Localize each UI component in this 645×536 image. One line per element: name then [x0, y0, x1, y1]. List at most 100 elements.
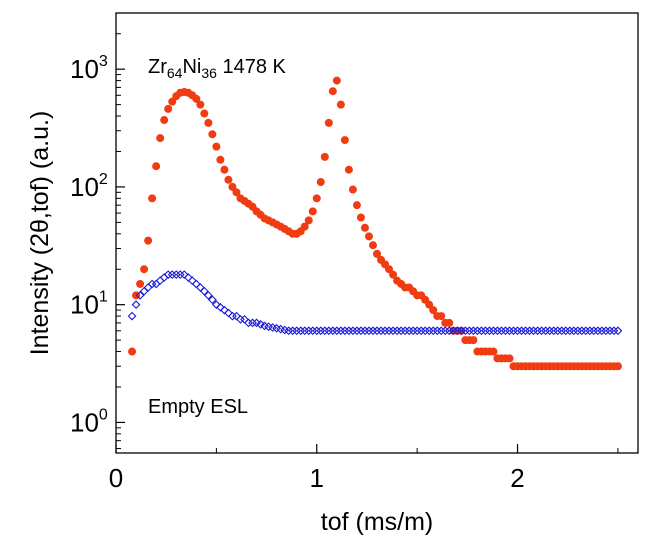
sample-temp: 1478 K	[217, 56, 287, 78]
data-point	[424, 326, 434, 336]
data-point	[384, 326, 394, 336]
data-point	[501, 326, 510, 336]
data-point	[549, 326, 559, 336]
sample-label: Zr64Ni36 1478 K	[148, 56, 287, 81]
y-tick-label: 103	[70, 53, 108, 84]
data-point	[312, 326, 322, 336]
data-point	[320, 152, 329, 161]
data-point	[192, 94, 201, 103]
data-point	[509, 326, 518, 336]
data-point	[452, 326, 462, 336]
data-point	[613, 362, 622, 371]
empty-esl-label: Empty ESL	[148, 396, 248, 418]
series-sample	[128, 76, 622, 371]
data-point	[224, 308, 233, 318]
data-point	[332, 326, 342, 336]
data-point	[541, 326, 551, 336]
data-point	[376, 326, 386, 336]
data-point	[416, 326, 426, 336]
y-tick-base: 10	[70, 54, 99, 84]
data-point	[589, 326, 599, 336]
data-point	[208, 130, 217, 139]
data-point	[477, 326, 486, 336]
data-point	[216, 302, 225, 312]
data-point	[308, 326, 318, 336]
data-point	[493, 326, 502, 336]
data-point	[320, 326, 330, 336]
x-ticks: 0 1 2	[109, 444, 619, 493]
data-point	[597, 326, 607, 336]
data-point	[444, 326, 454, 336]
data-point	[473, 326, 482, 336]
data-point	[135, 290, 145, 300]
data-point	[356, 213, 365, 222]
data-point	[469, 336, 478, 345]
y-tick-exponent: 1	[99, 289, 108, 306]
data-point	[304, 326, 314, 336]
data-point	[437, 312, 446, 321]
data-point	[148, 194, 157, 203]
data-point	[348, 326, 358, 336]
y-tick-base: 10	[70, 407, 99, 437]
data-point	[456, 326, 466, 336]
data-point	[432, 326, 442, 336]
data-point	[460, 326, 470, 336]
data-point	[284, 326, 294, 336]
data-point	[244, 318, 253, 328]
data-point	[216, 155, 225, 164]
data-point	[533, 326, 542, 336]
data-point	[609, 326, 619, 336]
data-point	[203, 290, 213, 300]
data-point	[336, 100, 345, 109]
data-point	[436, 326, 446, 336]
data-point	[392, 326, 402, 336]
data-point	[183, 273, 193, 282]
data-point	[412, 326, 422, 336]
data-point	[187, 276, 197, 286]
data-point	[581, 326, 591, 336]
data-point	[545, 326, 555, 336]
data-point	[296, 326, 306, 336]
data-point	[352, 201, 361, 210]
data-point	[200, 109, 209, 118]
x-tick-label: 2	[510, 463, 524, 493]
data-point	[131, 300, 141, 310]
data-point	[128, 347, 137, 356]
data-point	[220, 305, 229, 315]
data-point	[368, 241, 377, 250]
data-point	[288, 326, 298, 336]
data-point	[448, 326, 458, 336]
data-point	[155, 276, 165, 286]
data-point	[140, 265, 149, 274]
data-point	[364, 232, 373, 241]
y-tick-exponent: 2	[99, 171, 108, 188]
y-tick-label: 102	[70, 171, 108, 202]
data-point	[324, 326, 334, 336]
data-point	[420, 326, 430, 336]
x-tick-label: 0	[109, 463, 123, 493]
data-point	[389, 270, 398, 279]
data-point	[207, 295, 217, 305]
data-point	[340, 326, 350, 336]
data-point	[316, 326, 326, 336]
data-point	[195, 283, 205, 292]
data-point	[324, 118, 333, 127]
data-point	[373, 249, 381, 258]
data-point	[304, 216, 313, 225]
y-tick-exponent: 3	[99, 53, 108, 70]
data-point	[521, 326, 530, 336]
sample-sub1: 64	[167, 65, 183, 81]
data-point	[308, 207, 317, 216]
data-point	[368, 326, 378, 336]
data-point	[445, 318, 454, 327]
data-point	[400, 326, 410, 336]
data-point	[300, 326, 310, 336]
data-point	[156, 134, 165, 143]
data-point	[248, 318, 257, 328]
data-point	[144, 236, 153, 245]
data-point	[440, 326, 450, 336]
data-point	[481, 326, 490, 336]
data-point	[159, 273, 169, 282]
